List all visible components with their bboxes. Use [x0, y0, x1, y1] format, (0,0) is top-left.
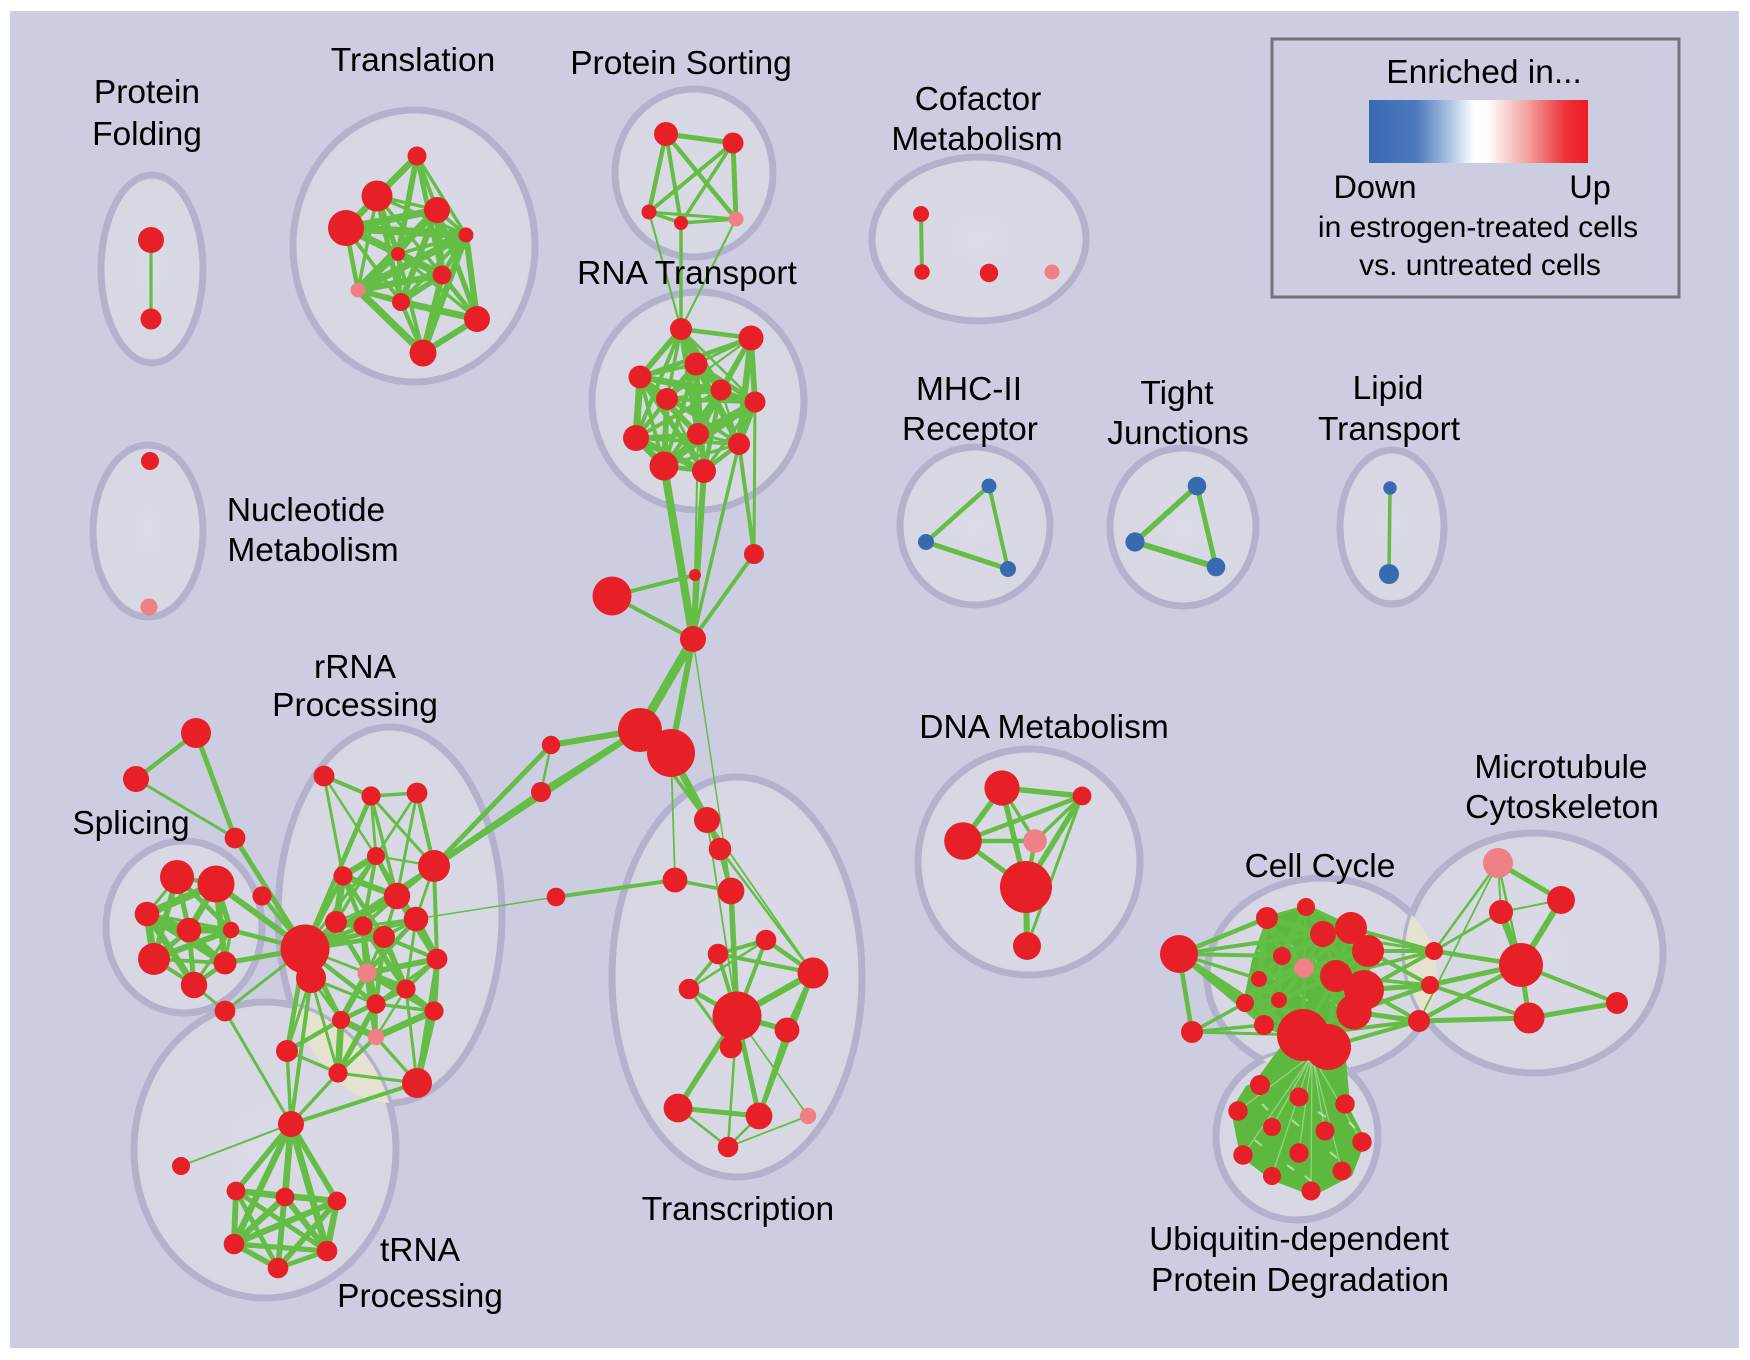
- svg-text:Ubiquitin-dependent: Ubiquitin-dependent: [1149, 1221, 1450, 1258]
- svg-text:Processing: Processing: [337, 1278, 503, 1315]
- svg-text:Metabolism: Metabolism: [891, 121, 1062, 158]
- svg-text:Junctions: Junctions: [1107, 415, 1249, 452]
- svg-text:Cell Cycle: Cell Cycle: [1245, 848, 1396, 885]
- svg-text:Receptor: Receptor: [902, 411, 1038, 448]
- svg-text:Up: Up: [1569, 169, 1611, 205]
- svg-text:Nucleotide: Nucleotide: [227, 492, 385, 529]
- svg-text:in estrogen-treated cells: in estrogen-treated cells: [1318, 211, 1638, 244]
- svg-text:Folding: Folding: [92, 116, 202, 153]
- svg-text:Transcription: Transcription: [642, 1191, 834, 1228]
- svg-text:Tight: Tight: [1140, 375, 1214, 412]
- svg-text:Processing: Processing: [272, 687, 438, 724]
- svg-text:Protein Sorting: Protein Sorting: [570, 45, 792, 82]
- svg-text:MHC-II: MHC-II: [916, 371, 1022, 408]
- svg-text:Metabolism: Metabolism: [227, 532, 398, 569]
- svg-text:DNA Metabolism: DNA Metabolism: [919, 709, 1168, 746]
- svg-text:Translation: Translation: [331, 42, 495, 79]
- svg-text:Down: Down: [1333, 169, 1416, 205]
- svg-text:Microtubule: Microtubule: [1474, 749, 1647, 786]
- svg-text:Protein Degradation: Protein Degradation: [1151, 1262, 1449, 1299]
- svg-text:Splicing: Splicing: [72, 805, 189, 842]
- svg-text:Enriched in...: Enriched in...: [1386, 54, 1582, 91]
- svg-text:Cytoskeleton: Cytoskeleton: [1465, 789, 1659, 826]
- svg-text:tRNA: tRNA: [380, 1232, 461, 1269]
- svg-text:Lipid: Lipid: [1353, 370, 1424, 407]
- svg-text:RNA Transport: RNA Transport: [577, 255, 797, 292]
- svg-text:rRNA: rRNA: [314, 649, 397, 686]
- svg-text:Protein: Protein: [94, 74, 200, 111]
- svg-text:Cofactor: Cofactor: [915, 81, 1042, 118]
- svg-text:vs. untreated cells: vs. untreated cells: [1359, 249, 1601, 282]
- svg-text:Transport: Transport: [1318, 411, 1461, 448]
